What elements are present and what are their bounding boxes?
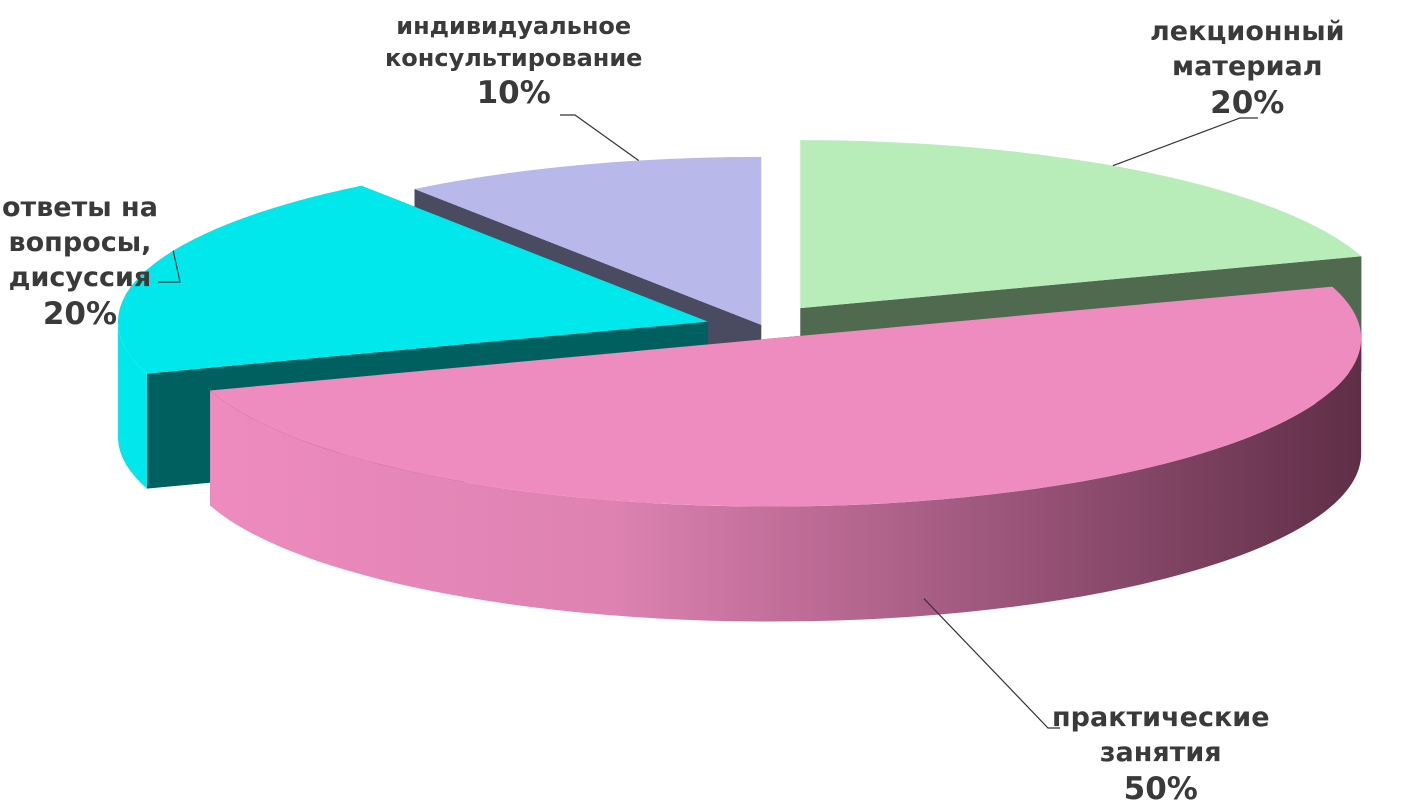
pie-slice-0-top: [800, 140, 1362, 309]
label-practice-line-2: занятия: [1099, 737, 1222, 768]
label-lecture-value: 20%: [1210, 85, 1285, 121]
label-practice-line-1: практические: [1052, 702, 1270, 733]
leader-lines: [158, 114, 1258, 729]
pie-slice-3-top: [414, 156, 762, 325]
label-discussion-value: 20%: [42, 296, 118, 332]
label-discussion-line-2: вопросы,: [8, 227, 152, 258]
pie-slice-2-top: [117, 185, 708, 374]
slices-layer: [117, 140, 1362, 622]
pie-slice-2-side: [117, 321, 147, 489]
label-discussion: ответы на вопросы, дисуссия 20%: [2, 190, 158, 333]
label-discussion-line-1: ответы на: [2, 192, 158, 223]
leader-line-3: [560, 114, 639, 162]
label-practice: практические занятия 50%: [1052, 700, 1270, 808]
leader-line-0: [1112, 117, 1258, 167]
pie-slice-1: [210, 286, 1362, 622]
label-consulting: индивидуальное консультирование 10%: [385, 10, 642, 112]
pie-slice-1-top: [210, 286, 1362, 507]
pie-slice-1-side: [210, 338, 1362, 622]
label-discussion-line-3: дисуссия: [8, 262, 152, 293]
label-consulting-line-2: консультирование: [385, 44, 643, 72]
label-lecture: лекционный материал 20%: [1150, 14, 1345, 122]
leader-line-1: [923, 598, 1060, 729]
label-practice-value: 50%: [1123, 771, 1198, 807]
label-consulting-line-1: индивидуальное: [396, 12, 632, 40]
label-lecture-line-1: лекционный: [1150, 16, 1345, 47]
leader-line-2: [158, 250, 181, 283]
label-lecture-line-2: материал: [1172, 51, 1323, 82]
label-consulting-value: 10%: [476, 75, 551, 111]
